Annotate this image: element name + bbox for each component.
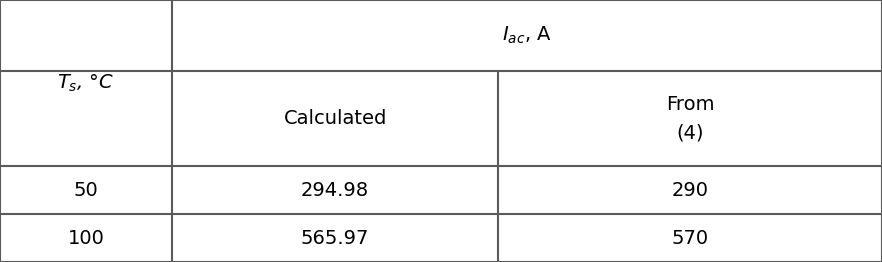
Text: From
(4): From (4) — [666, 95, 714, 142]
Text: Calculated: Calculated — [283, 109, 387, 128]
Text: $I_{ac}$, A: $I_{ac}$, A — [502, 25, 552, 46]
Text: 294.98: 294.98 — [301, 181, 370, 200]
Text: 290: 290 — [672, 181, 708, 200]
Text: 565.97: 565.97 — [301, 228, 370, 248]
Text: 100: 100 — [68, 228, 104, 248]
Text: 570: 570 — [671, 228, 709, 248]
Text: 50: 50 — [73, 181, 99, 200]
Text: $T_s$, °C: $T_s$, °C — [57, 73, 115, 94]
